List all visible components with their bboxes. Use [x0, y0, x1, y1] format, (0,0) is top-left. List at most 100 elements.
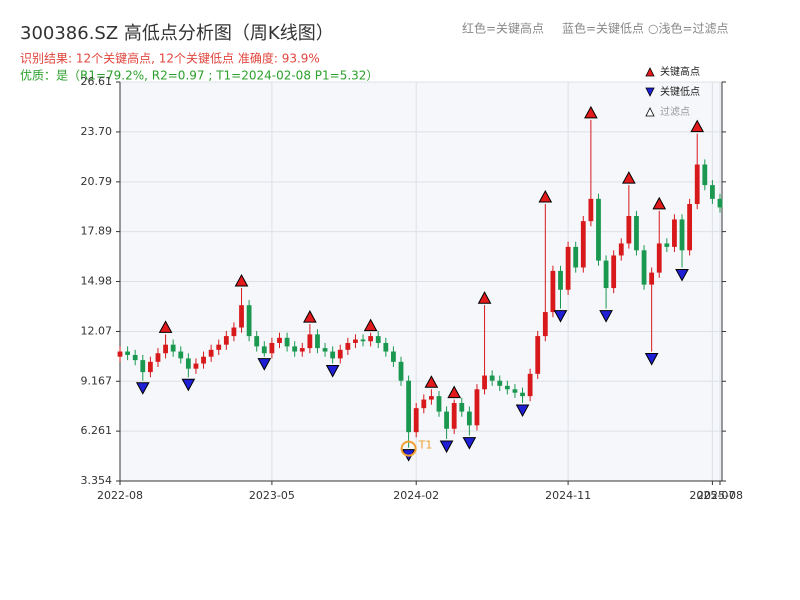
candle-body [672, 219, 677, 247]
subtitle: 识别结果: 12个关键高点, 12个关键低点 准确度: 93.9% [20, 51, 320, 66]
candle-body [368, 336, 374, 342]
y-tick-label: 20.79 [81, 175, 113, 188]
candle-body [170, 344, 176, 352]
top-legend: 红色=关键高点 [462, 21, 544, 36]
candle-body [201, 356, 206, 364]
candle-body [717, 198, 723, 208]
legend-symbol [645, 87, 655, 97]
candle-body [428, 396, 434, 400]
candle-body [337, 349, 343, 359]
key-high-marker [584, 105, 598, 119]
candle-body [239, 305, 244, 328]
candle-body [178, 351, 184, 359]
candle-body [246, 305, 252, 337]
legend-label: 关键高点 [660, 65, 700, 78]
key-high-marker [652, 196, 667, 210]
annotation-ring [400, 440, 417, 457]
candle-body [641, 250, 647, 285]
candle-body [626, 215, 632, 244]
x-tick-label: 2024-11 [545, 489, 591, 502]
candle-body [315, 334, 320, 349]
candle-body [185, 358, 191, 369]
candle-body [542, 312, 548, 337]
candle-body [307, 334, 313, 349]
candle-body [436, 396, 442, 412]
y-tick-label: 17.89 [81, 225, 113, 238]
candle-body [231, 327, 237, 337]
candle-body [618, 243, 624, 256]
candle-body [375, 336, 381, 343]
candle-body [603, 260, 609, 289]
candle-body [299, 348, 305, 352]
legend-symbol [645, 107, 655, 117]
candle-body [573, 246, 579, 268]
key-low-marker [135, 382, 150, 395]
x-tick-label: 2023-05 [249, 489, 295, 502]
candle-body [580, 221, 586, 268]
y-tick-label: 3.354 [81, 474, 113, 487]
x-tick-label: 2022-08 [97, 489, 143, 502]
key-low-marker [553, 310, 568, 323]
y-tick-label: 9.167 [81, 374, 113, 387]
legend-symbol [645, 67, 655, 77]
candle-body [459, 403, 465, 412]
key-low-marker [599, 310, 613, 323]
candle-body [117, 351, 123, 357]
key-high-marker [690, 119, 705, 133]
key-high-marker [234, 274, 249, 287]
candle-body [193, 363, 199, 369]
key-high-marker [303, 310, 317, 323]
candle-body [482, 375, 487, 390]
candle-body [360, 339, 366, 342]
candle-body [345, 342, 351, 350]
candle-body [679, 219, 685, 251]
candle-body [520, 392, 525, 397]
key-high-marker [622, 171, 636, 184]
candle-body [147, 361, 153, 373]
legend-label: 过滤点 [660, 105, 690, 118]
candle-body [710, 185, 715, 199]
candle-body [497, 380, 503, 386]
candle-body [413, 408, 419, 433]
candle-body [596, 198, 601, 261]
x-tick-label: 2024-02 [393, 489, 439, 502]
x-tick-label: 2025-07 [689, 489, 735, 502]
candle-body [125, 351, 130, 355]
candle-body [254, 336, 260, 347]
key-low-marker [439, 440, 454, 454]
candle-body [284, 337, 290, 347]
y-tick-label: 26.61 [81, 75, 113, 88]
candle-body [558, 270, 563, 290]
candle-body [451, 403, 457, 429]
candle-body [565, 246, 571, 290]
candle-body [649, 272, 655, 285]
candle-body [330, 351, 336, 359]
key-low-marker [462, 437, 477, 450]
key-high-marker [538, 189, 553, 203]
key-high-marker [477, 291, 492, 304]
candle-body [406, 380, 412, 433]
candle-body [535, 336, 541, 374]
candle-body [261, 346, 267, 354]
quality-note: 优质：是（R1=79.2%, R2=0.97 ; T1=2024-02-08 P… [20, 69, 378, 83]
candle-body [588, 198, 594, 222]
y-tick-label: 23.70 [81, 125, 113, 138]
key-low-marker [515, 404, 530, 418]
key-low-marker [181, 378, 196, 392]
candle-body [269, 342, 275, 354]
key-high-marker [447, 385, 462, 399]
key-low-marker [257, 358, 272, 371]
candle-body [527, 373, 533, 397]
candle-body [398, 361, 404, 381]
candle-body [383, 342, 389, 352]
candle-body [277, 337, 282, 343]
annotation: T1 [418, 439, 433, 452]
candle-body [489, 375, 495, 381]
candle-body [702, 164, 708, 186]
candle-body [216, 344, 222, 350]
candle-body [132, 354, 138, 361]
candle-body [687, 203, 693, 251]
candle-body [155, 353, 161, 362]
candle-body [550, 270, 556, 313]
candle-body [664, 243, 670, 247]
